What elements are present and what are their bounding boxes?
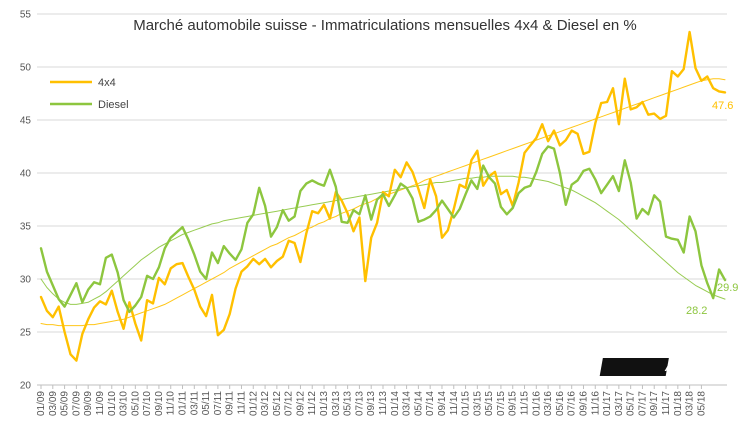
x-tick-label: 07/10: [142, 391, 153, 416]
x-tick-label: 09/11: [225, 391, 236, 416]
x-tick-label: 01/12: [248, 391, 259, 416]
x-tick-label: 01/18: [673, 391, 684, 416]
x-tick-label: 05/12: [272, 391, 283, 416]
x-tick-label: 01/10: [107, 391, 118, 416]
chart-title: Marché automobile suisse - Immatriculati…: [133, 17, 637, 34]
x-tick-label: 11/11: [236, 391, 247, 415]
watermark-text: Asphalte.ch: [664, 362, 728, 374]
watermark-logo: Asphalte.ch: [599, 358, 728, 376]
x-tick-label: 05/13: [343, 391, 354, 416]
x-tick-label: 03/14: [402, 391, 413, 416]
watermark-background: [599, 358, 669, 376]
x-tick-label: 05/10: [130, 391, 141, 416]
x-tick-label: 11/15: [520, 391, 531, 416]
y-tick-label: 45: [20, 116, 32, 127]
x-tick-label: 07/13: [354, 391, 365, 416]
x-tick-label: 09/10: [154, 391, 165, 416]
x-tick-label: 01/13: [319, 391, 330, 416]
legend-label: Diesel: [98, 99, 129, 111]
x-tick-label: 11/12: [307, 391, 318, 416]
x-tick-label: 09/15: [508, 391, 519, 416]
x-tick-label: 03/13: [331, 391, 342, 416]
x-tick-label: 09/09: [83, 391, 94, 416]
x-tick-label: 11/17: [661, 391, 672, 416]
x-tick-label: 03/10: [119, 391, 130, 416]
x-tick-label: 09/17: [649, 391, 660, 416]
x-tick-label: 07/11: [213, 391, 224, 416]
x-tick-label: 03/18: [685, 391, 696, 416]
y-tick-label: 50: [20, 63, 32, 74]
y-tick-label: 25: [20, 328, 32, 339]
x-tick-label: 03/17: [614, 391, 625, 416]
x-tick-label: 11/14: [449, 391, 460, 416]
series-lines: [39, 30, 727, 362]
x-tick-label: 07/12: [284, 391, 295, 416]
x-tick-label: 03/11: [189, 391, 200, 416]
x-tick-label: 09/12: [295, 391, 306, 416]
x-tick-label: 07/17: [637, 391, 648, 416]
end-label-diesel: 29.9: [717, 282, 738, 294]
legend: 4x4 Diesel: [50, 77, 129, 111]
x-tick-label: 07/15: [496, 391, 507, 416]
x-tick-label: 05/09: [60, 391, 71, 416]
x-tick-label: 09/14: [437, 391, 448, 416]
x-tick-label: 05/15: [484, 391, 495, 416]
y-tick-label: 40: [20, 169, 32, 180]
x-tick-label: 05/17: [626, 391, 637, 416]
x-tick-label: 05/18: [696, 391, 707, 416]
x-tick-label: 07/16: [567, 391, 578, 416]
y-tick-label: 35: [20, 222, 32, 233]
y-tick-label: 30: [20, 275, 32, 286]
x-tick-label: 07/09: [71, 391, 82, 416]
x-tick-label: 01/16: [531, 391, 542, 416]
x-tick-label: 03/09: [48, 391, 59, 416]
x-tick-label: 03/12: [260, 391, 271, 416]
x-axis: 01/09 03/09 05/09 07/09 09/09 11/09 01/10 03/10…: [36, 384, 727, 416]
x-tick-label: 05/14: [413, 391, 424, 416]
x-tick-label: 01/15: [461, 391, 472, 416]
y-tick-label: 55: [20, 10, 32, 21]
series-line-diesel: [39, 145, 727, 314]
x-tick-label: 01/09: [36, 391, 47, 416]
x-tick-label: 01/11: [178, 391, 189, 416]
x-tick-label: 11/13: [378, 391, 389, 416]
end-label-4x4: 47.6: [712, 100, 733, 112]
min-label-diesel: 28.2: [686, 305, 707, 317]
x-tick-label: 07/14: [425, 391, 436, 416]
x-tick-label: 03/16: [543, 391, 554, 416]
x-tick-label: 05/16: [555, 391, 566, 416]
legend-label: 4x4: [98, 77, 116, 89]
y-tick-label: 20: [20, 381, 32, 392]
y-axis: 20 25 30 35 40 45 50 55: [20, 10, 32, 392]
x-tick-label: 11/10: [166, 391, 177, 416]
x-tick-label: 11/09: [95, 391, 106, 416]
x-tick-label: 11/16: [590, 391, 601, 416]
x-tick-label: 09/16: [578, 391, 589, 416]
x-tick-label: 05/11: [201, 391, 212, 416]
end-labels: 47.6 29.9 28.2: [686, 100, 738, 317]
x-tick-label: 03/15: [472, 391, 483, 416]
x-tick-label: 01/14: [390, 391, 401, 416]
x-tick-label: 01/17: [602, 391, 613, 416]
series-line-4x4: [39, 30, 727, 362]
x-tick-label: 09/13: [366, 391, 377, 416]
